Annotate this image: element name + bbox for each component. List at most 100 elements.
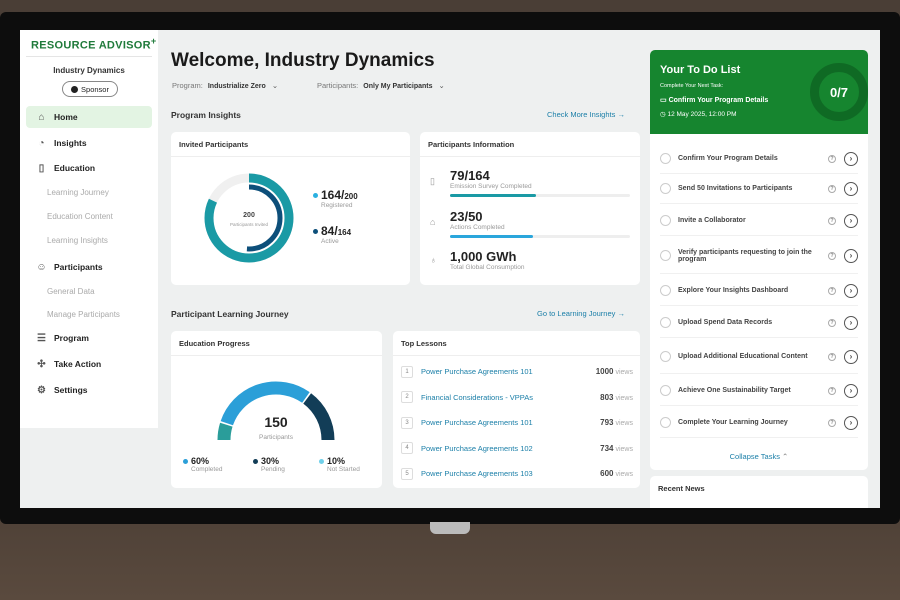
- todo-item[interactable]: Complete Your Learning Journey? ›: [660, 408, 858, 438]
- active-stat: 84/164 Active: [313, 224, 351, 245]
- views-count: 793: [600, 418, 614, 427]
- chevron-right-circle-icon[interactable]: ›: [844, 383, 858, 398]
- views-label: views: [615, 445, 633, 453]
- checkbox[interactable]: [660, 317, 671, 328]
- chevron-right-circle-icon[interactable]: ›: [844, 248, 858, 263]
- checkbox[interactable]: [660, 351, 671, 362]
- nav-label: Education: [54, 163, 96, 173]
- lesson-views: 1000 views: [596, 367, 633, 376]
- lesson-row[interactable]: 1 Power Purchase Agreements 101 1000 views: [401, 359, 633, 384]
- role-badge: Sponsor: [62, 81, 118, 97]
- registered-dot: [313, 193, 318, 199]
- logo[interactable]: RESOURCE ADVISOR+: [31, 36, 157, 52]
- check-more-insights-link[interactable]: Check More Insights →: [547, 110, 625, 119]
- sidebar-item-insights[interactable]: ◔ Insights: [26, 132, 152, 154]
- todo-item[interactable]: Verify participants requesting to join t…: [660, 238, 858, 274]
- lesson-title[interactable]: Power Purchase Agreements 101: [421, 418, 533, 427]
- help-icon[interactable]: ?: [828, 154, 836, 163]
- sidebar-item-learning-journey[interactable]: Learning Journey: [47, 188, 109, 197]
- page-title: Welcome, Industry Dynamics: [171, 50, 435, 71]
- checkbox[interactable]: [660, 250, 671, 261]
- lesson-title[interactable]: Financial Considerations - VPPAs: [421, 392, 533, 402]
- participants-filter[interactable]: Participants: Only My Participants ⌄: [317, 81, 445, 90]
- registered-arc: [204, 173, 294, 263]
- collapse-tasks-button[interactable]: Collapse Tasks ⌃: [650, 452, 868, 461]
- divider: [26, 56, 152, 57]
- gauge-center-value: 150: [264, 414, 288, 430]
- program-filter[interactable]: Program: Industrialize Zero ⌄: [172, 81, 278, 90]
- sidebar-item-education[interactable]: ▯ Education: [26, 157, 152, 179]
- help-icon[interactable]: ?: [828, 184, 836, 193]
- registered-stat: 164/200 Registered: [313, 188, 358, 209]
- checkbox[interactable]: [660, 285, 671, 296]
- sidebar-item-manage-participants[interactable]: Manage Participants: [47, 310, 120, 319]
- task-label: Confirm Your Program Details: [678, 155, 778, 162]
- todo-item[interactable]: Confirm Your Program Details? ›: [660, 144, 858, 174]
- help-icon[interactable]: ?: [828, 286, 836, 295]
- checkbox[interactable]: [660, 153, 671, 164]
- legend-dot: [319, 459, 324, 465]
- lesson-title[interactable]: Power Purchase Agreements 101: [421, 367, 533, 376]
- todo-list: Confirm Your Program Details? › Send 50 In…: [650, 134, 868, 470]
- lesson-row[interactable]: 5 Power Purchase Agreements 103 600 views: [401, 461, 633, 486]
- chevron-right-circle-icon[interactable]: ›: [844, 415, 858, 430]
- chevron-right-circle-icon[interactable]: ›: [844, 315, 858, 330]
- todo-item[interactable]: Invite a Collaborator? ›: [660, 206, 858, 236]
- todo-item[interactable]: Upload Spend Data Records? ›: [660, 308, 858, 338]
- help-icon[interactable]: ?: [828, 352, 836, 361]
- go-to-learning-journey-link[interactable]: Go to Learning Journey →: [537, 309, 625, 318]
- lesson-rank: 5: [401, 467, 413, 480]
- role-label: Sponsor: [81, 84, 109, 94]
- help-icon[interactable]: ?: [828, 418, 836, 427]
- help-icon[interactable]: ?: [828, 318, 836, 327]
- help-icon[interactable]: ?: [828, 216, 836, 225]
- sidebar-item-general-data[interactable]: General Data: [47, 287, 95, 296]
- chevron-right-circle-icon[interactable]: ›: [844, 349, 858, 364]
- education-progress-card: Education Progress 150 Participants 60% C…: [171, 331, 382, 488]
- todo-item[interactable]: Achieve One Sustainability Target? ›: [660, 376, 858, 406]
- next-task-link[interactable]: ▭ Confirm Your Program Details: [660, 96, 768, 104]
- people-icon: ☺: [36, 261, 47, 273]
- sidebar-item-take-action[interactable]: ✣ Take Action: [26, 353, 152, 375]
- lesson-title[interactable]: Power Purchase Agreements 103: [421, 469, 533, 478]
- views-label: views: [615, 471, 633, 478]
- gauge-segment-not-started: [217, 422, 233, 441]
- chevron-right-circle-icon[interactable]: ›: [844, 213, 858, 228]
- checkbox[interactable]: [660, 183, 671, 194]
- lesson-row[interactable]: 4 Power Purchase Agreements 102 734 views: [401, 436, 633, 461]
- todo-item[interactable]: Send 50 Invitations to Participants? ›: [660, 174, 858, 204]
- legend-dot: [253, 459, 258, 465]
- sidebar-item-participants[interactable]: ☺ Participants: [26, 256, 152, 278]
- active-value: 84/: [321, 224, 338, 238]
- chevron-right-circle-icon[interactable]: ›: [844, 151, 858, 166]
- info-value: 23/50: [450, 209, 483, 224]
- collapse-label: Collapse Tasks: [729, 452, 780, 461]
- progress-fill: [450, 235, 533, 238]
- lesson-row[interactable]: 2 Financial Considerations - VPPAs 803 view…: [401, 385, 633, 410]
- legend-pending: 30% Pending: [253, 456, 285, 473]
- checkbox[interactable]: [660, 215, 671, 226]
- todo-item[interactable]: Explore Your Insights Dashboard? ›: [660, 276, 858, 306]
- sidebar-item-home[interactable]: ⌂ Home: [26, 106, 152, 128]
- lesson-title[interactable]: Power Purchase Agreements 102: [421, 443, 533, 453]
- help-icon[interactable]: ?: [828, 251, 836, 260]
- help-icon[interactable]: ?: [828, 386, 836, 395]
- todo-item[interactable]: Upload Additional Educational Content? ›: [660, 340, 858, 374]
- legend-label: Not Started: [327, 466, 360, 473]
- lesson-row[interactable]: 3 Power Purchase Agreements 101 793 views: [401, 410, 633, 435]
- checkbox[interactable]: [660, 385, 671, 396]
- sidebar-item-program[interactable]: ☰ Program: [26, 327, 152, 349]
- chevron-right-circle-icon[interactable]: ›: [844, 283, 858, 298]
- task-label: Achieve One Sustainability Target: [678, 387, 791, 394]
- checkbox[interactable]: [660, 417, 671, 428]
- sidebar-item-learning-insights[interactable]: Learning Insights: [47, 236, 108, 245]
- todo-title: Your To Do List: [660, 64, 741, 76]
- sidebar-item-settings[interactable]: ⚙ Settings: [26, 379, 152, 401]
- sidebar-item-education-content[interactable]: Education Content: [47, 212, 113, 221]
- lesson-rank: 1: [401, 365, 413, 378]
- book-icon: ▯: [38, 162, 45, 174]
- info-actions: ⌂ 23/50 Actions Completed: [430, 209, 635, 238]
- chevron-right-circle-icon[interactable]: ›: [844, 181, 858, 196]
- org-name: Industry Dynamics: [53, 66, 125, 75]
- todo-count: 0/7: [829, 84, 849, 100]
